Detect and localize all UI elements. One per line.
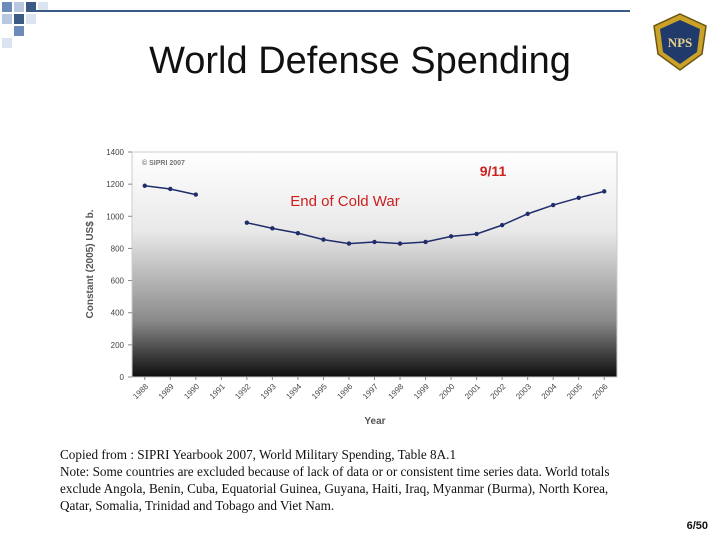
caption-line: Qatar, Somalia, Trinidad and Tobago and … <box>60 498 335 513</box>
copyright-note: © SIPRI 2007 <box>142 159 185 167</box>
data-point <box>244 220 250 225</box>
caption-line: Copied from : SIPRI Yearbook 2007, World… <box>60 447 457 462</box>
x-tick-label: 1995 <box>310 382 329 401</box>
data-point <box>550 202 556 208</box>
x-tick-label: 1992 <box>233 382 252 401</box>
x-tick-label: 1997 <box>361 382 380 401</box>
annotation-end-of-cold-war: End of Cold War <box>290 193 400 210</box>
data-point <box>602 189 607 194</box>
data-point <box>576 195 581 201</box>
data-point <box>474 231 479 237</box>
x-tick-label: 2005 <box>565 382 584 401</box>
x-axis-label: Year <box>364 416 385 427</box>
x-tick-label: 1989 <box>157 382 176 401</box>
page-number: 6/50 <box>686 520 708 532</box>
data-point <box>423 239 428 245</box>
y-tick-label: 400 <box>111 309 125 318</box>
data-point <box>295 230 301 236</box>
x-tick-label: 1996 <box>335 382 354 401</box>
data-point <box>193 192 199 197</box>
annotation-9-11: 9/11 <box>480 163 507 179</box>
x-tick-label: 2006 <box>591 382 610 401</box>
y-tick-label: 200 <box>111 341 125 350</box>
data-point <box>397 241 403 246</box>
source-note: Copied from : SIPRI Yearbook 2007, World… <box>60 446 660 514</box>
data-point <box>142 183 147 188</box>
data-point <box>168 186 173 192</box>
x-tick-label: 2003 <box>514 382 533 401</box>
y-tick-label: 1200 <box>106 180 124 189</box>
x-tick-label: 1990 <box>182 382 201 401</box>
data-series <box>142 183 607 246</box>
data-point <box>372 239 377 245</box>
x-tick-label: 1994 <box>284 382 303 401</box>
caption-line: exclude Angola, Benin, Cuba, Equatorial … <box>60 481 609 496</box>
x-tick-label: 1988 <box>131 382 150 401</box>
logo-text: NPS <box>668 35 693 50</box>
data-point <box>346 241 352 246</box>
y-tick-label: 0 <box>120 373 125 382</box>
y-axis-label: Constant (2005) US$ b. <box>85 209 96 318</box>
x-tick-label: 2004 <box>540 382 559 401</box>
corner-decoration <box>2 2 48 48</box>
title-rule <box>30 10 630 12</box>
nps-seal-logo: NPS <box>653 13 707 71</box>
x-tick-label: 1999 <box>412 382 431 401</box>
data-point <box>448 234 454 239</box>
slide-title: World Defense Spending <box>149 40 571 82</box>
y-tick-label: 600 <box>111 277 125 286</box>
plot-area <box>131 151 618 378</box>
y-tick-label: 800 <box>111 244 125 253</box>
x-tick-label: 2000 <box>438 382 457 401</box>
y-tick-label: 1400 <box>106 148 124 157</box>
data-point <box>499 222 505 228</box>
y-axis: 0 200 400 600 800 1000 1200 1400 <box>106 148 132 382</box>
y-tick-label: 1000 <box>106 212 124 221</box>
caption-line: Note: Some countries are excluded becaus… <box>60 464 610 479</box>
x-tick-label: 1991 <box>208 382 227 401</box>
data-point <box>321 237 326 242</box>
data-point <box>270 226 275 231</box>
x-tick-label: 2002 <box>489 382 508 401</box>
x-tick-label: 1998 <box>386 382 405 401</box>
x-tick-label: 1993 <box>259 382 278 401</box>
x-tick-label: 2001 <box>463 382 482 401</box>
x-axis: 1988 1989 1990 1991 1992 1993 1994 1995 1996 1997… <box>131 377 610 401</box>
data-point <box>525 211 530 217</box>
